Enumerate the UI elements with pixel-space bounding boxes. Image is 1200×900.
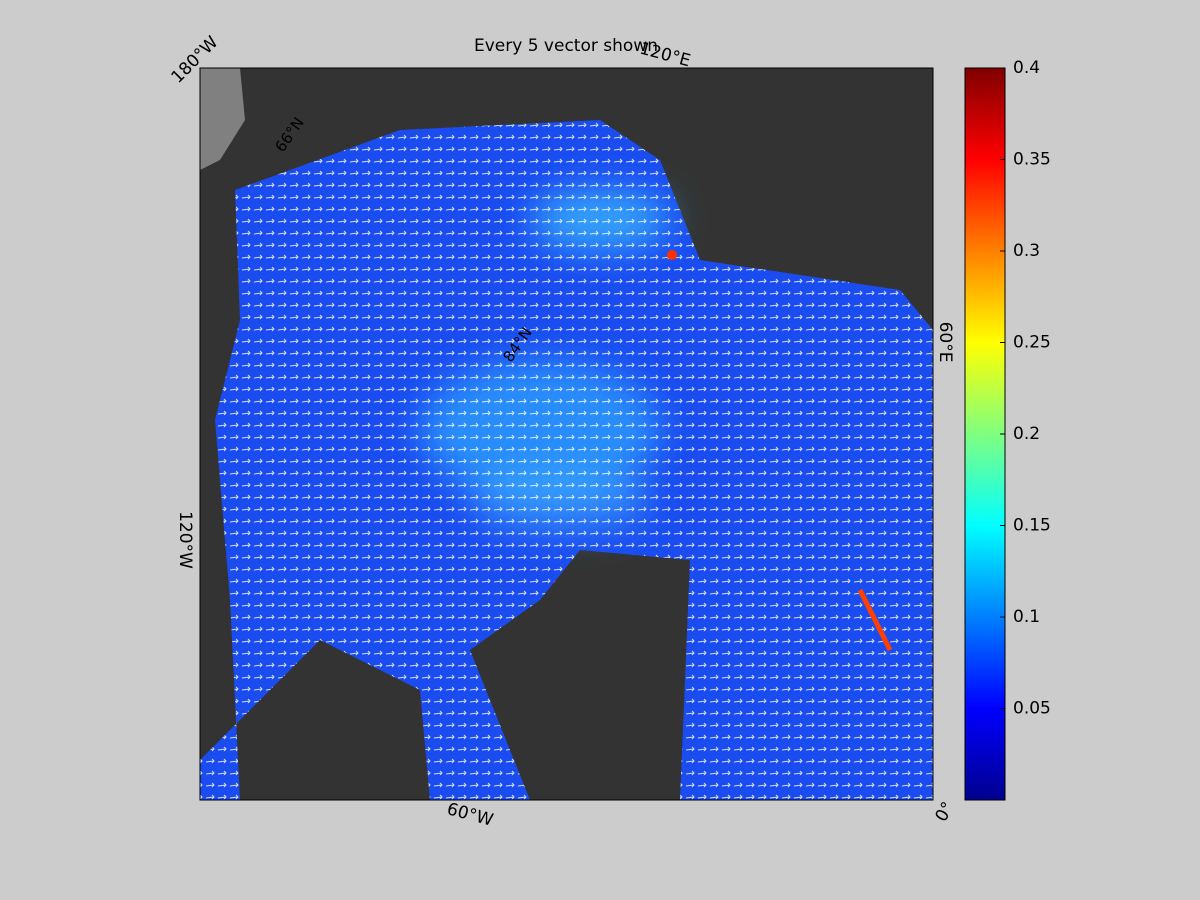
longitude-label: 120°E — [637, 39, 692, 72]
colorbar — [964, 67, 1006, 801]
map-title: Every 5 vector shown — [474, 36, 658, 56]
strong-current — [667, 250, 677, 260]
colorbar-tick-label: 0.15 — [1013, 516, 1051, 536]
colorbar-tick-label: 0.25 — [1013, 333, 1051, 353]
longitude-label: 0° — [932, 799, 959, 826]
map — [200, 68, 933, 800]
strong-current — [857, 588, 893, 652]
longitude-label: 60°E — [935, 322, 955, 363]
map-frame — [199, 67, 934, 801]
colorbar-tick-label: 0.4 — [1013, 58, 1040, 78]
land-light — [200, 68, 245, 170]
colorbar-tick-label: 0.3 — [1013, 241, 1040, 261]
colorbar-tick-label: 0.1 — [1013, 607, 1040, 627]
colorbar-tick-label: 0.2 — [1013, 424, 1040, 444]
colorbar-tick-label: 0.05 — [1013, 699, 1051, 719]
longitude-label: 120°W — [175, 511, 195, 569]
colorbar-tick-label: 0.35 — [1013, 150, 1051, 170]
longitude-label: 60°W — [445, 799, 496, 831]
vectors — [200, 120, 933, 800]
